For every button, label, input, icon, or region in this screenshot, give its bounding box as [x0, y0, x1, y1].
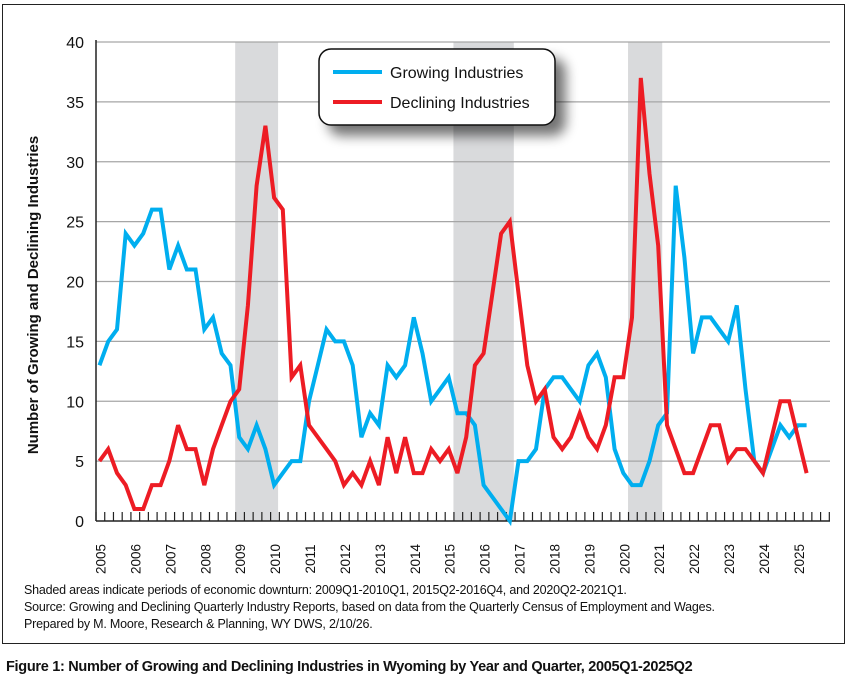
x-tick-label: 2023: [722, 544, 737, 574]
legend-label: Declining Industries: [390, 95, 530, 112]
y-tick-label: 15: [66, 334, 84, 351]
series-line-growing: [97, 185, 807, 527]
y-tick-label: 30: [66, 155, 84, 172]
y-tick-label: 5: [75, 454, 84, 471]
note-prepared-by: Prepared by M. Moore, Research & Plannin…: [24, 617, 373, 631]
x-tick-label: 2006: [128, 544, 143, 574]
note-shaded-areas: Shaded areas indicate periods of economi…: [24, 583, 627, 597]
x-tick-label: 2021: [652, 544, 667, 574]
x-tick-label: 2014: [408, 543, 423, 574]
x-tick-label: 2020: [617, 544, 632, 574]
y-tick-label: 40: [66, 35, 84, 52]
y-tick-label: 10: [66, 394, 84, 411]
x-tick-label: 2008: [198, 544, 213, 574]
y-tick-label: 0: [75, 514, 84, 531]
x-tick-label: 2018: [547, 544, 562, 574]
x-tick-label: 2016: [478, 544, 493, 574]
y-axis-label: Number of Growing and Declining Industri…: [25, 136, 42, 454]
legend-box: [318, 48, 556, 126]
x-tick-label: 2024: [757, 543, 772, 574]
x-tick-label: 2009: [233, 544, 248, 574]
x-tick-label: 2010: [268, 544, 283, 574]
x-tick-label: 2012: [338, 544, 353, 574]
note-source: Source: Growing and Declining Quarterly …: [24, 600, 715, 614]
x-tick-label: 2022: [687, 544, 702, 574]
x-tick-label: 2019: [582, 544, 597, 574]
chart-frame: [2, 4, 845, 644]
x-tick-label: 2007: [163, 544, 178, 574]
figure-caption: Figure 1: Number of Growing and Declinin…: [6, 659, 693, 675]
legend-label: Growing Industries: [390, 65, 523, 82]
y-tick-label: 35: [66, 95, 84, 112]
series-line-declining: [97, 77, 809, 511]
x-tick-label: 2015: [443, 544, 458, 574]
x-tick-label: 2017: [513, 544, 528, 574]
x-tick-label: 2025: [792, 544, 807, 574]
x-tick-label: 2013: [373, 544, 388, 574]
x-tick-label: 2005: [94, 544, 109, 574]
x-tick-label: 2011: [303, 544, 318, 573]
y-tick-label: 25: [66, 215, 84, 232]
y-tick-label: 20: [66, 275, 84, 292]
